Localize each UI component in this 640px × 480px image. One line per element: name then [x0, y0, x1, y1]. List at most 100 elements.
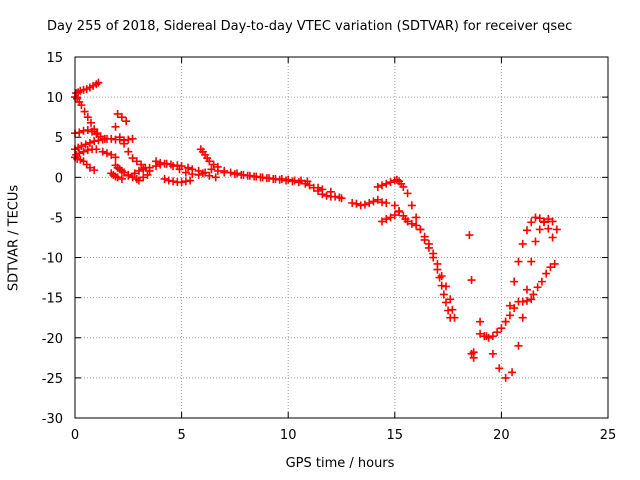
data-point	[139, 165, 148, 174]
data-points	[71, 78, 561, 382]
data-point	[476, 317, 485, 326]
data-point	[152, 157, 161, 166]
data-point	[540, 218, 549, 227]
data-point	[94, 136, 103, 145]
data-point	[262, 174, 271, 183]
x-tick-label: 20	[493, 428, 510, 443]
data-point	[134, 176, 143, 185]
data-point	[90, 166, 99, 175]
y-tick-label: 0	[55, 171, 63, 186]
data-point	[403, 217, 412, 226]
data-point	[552, 225, 561, 234]
data-point	[117, 174, 126, 183]
data-point	[80, 107, 89, 116]
data-point	[209, 160, 218, 169]
data-point	[407, 219, 416, 228]
data-point	[207, 165, 216, 174]
data-point	[275, 175, 284, 184]
data-point	[211, 173, 220, 182]
data-point	[544, 215, 553, 224]
data-point	[107, 134, 116, 143]
data-point	[134, 166, 143, 175]
x-tick-label: 15	[387, 428, 404, 443]
data-point	[250, 172, 259, 181]
data-point	[465, 231, 474, 240]
data-point	[446, 313, 455, 322]
data-point	[369, 197, 378, 206]
data-point	[183, 163, 192, 172]
data-point	[117, 113, 126, 122]
data-point	[407, 201, 416, 210]
data-point	[382, 179, 391, 188]
data-point	[188, 165, 197, 174]
data-point	[145, 163, 154, 172]
data-point	[79, 147, 88, 156]
data-point	[386, 213, 395, 222]
data-point	[497, 324, 506, 333]
data-point	[420, 235, 429, 244]
data-point	[77, 101, 86, 110]
data-point	[550, 259, 559, 268]
data-point	[173, 161, 182, 170]
y-tick-label: 15	[46, 51, 63, 66]
data-point	[326, 187, 335, 196]
data-point	[531, 237, 540, 246]
x-tick-label: 0	[71, 428, 79, 443]
data-point	[128, 154, 137, 163]
data-point	[115, 133, 124, 142]
data-point	[437, 281, 446, 290]
data-point	[467, 349, 476, 358]
data-point	[378, 198, 387, 207]
data-point	[132, 157, 141, 166]
data-point	[514, 341, 523, 350]
data-point	[282, 176, 291, 185]
data-point	[382, 215, 391, 224]
data-point	[169, 177, 178, 186]
data-point	[160, 174, 169, 183]
data-point	[390, 211, 399, 220]
data-point	[395, 207, 404, 216]
data-point	[508, 368, 517, 377]
data-point	[373, 182, 382, 191]
data-point	[535, 225, 544, 234]
data-point	[164, 176, 173, 185]
data-point	[124, 135, 133, 144]
data-point	[501, 373, 510, 382]
data-point	[522, 296, 531, 305]
data-point	[444, 306, 453, 315]
data-point	[412, 221, 421, 230]
data-point	[529, 290, 538, 299]
data-point	[156, 158, 165, 167]
data-point	[548, 233, 557, 242]
data-point	[137, 160, 146, 169]
data-point	[518, 239, 527, 248]
data-point	[226, 168, 235, 177]
data-point	[256, 173, 265, 182]
data-point	[510, 277, 519, 286]
data-point	[416, 225, 425, 234]
data-point	[501, 317, 510, 326]
data-point	[181, 168, 190, 177]
data-point	[352, 199, 361, 208]
data-point	[107, 150, 116, 159]
y-tick-label: -10	[42, 252, 63, 267]
data-point	[318, 185, 327, 194]
data-point	[488, 349, 497, 358]
data-point	[518, 297, 527, 306]
data-point	[390, 201, 399, 210]
data-point	[83, 146, 92, 155]
data-point	[537, 277, 546, 286]
data-point	[399, 182, 408, 191]
data-point	[373, 195, 382, 204]
data-point	[322, 191, 331, 200]
data-point	[94, 78, 103, 87]
data-point	[269, 174, 278, 183]
data-point	[139, 173, 148, 182]
data-point	[160, 159, 169, 168]
data-point	[77, 142, 86, 151]
data-point	[386, 178, 395, 187]
y-tick-label: -30	[42, 412, 63, 427]
data-point	[531, 213, 540, 222]
data-point	[514, 257, 523, 266]
y-tick-label: -25	[42, 372, 63, 387]
